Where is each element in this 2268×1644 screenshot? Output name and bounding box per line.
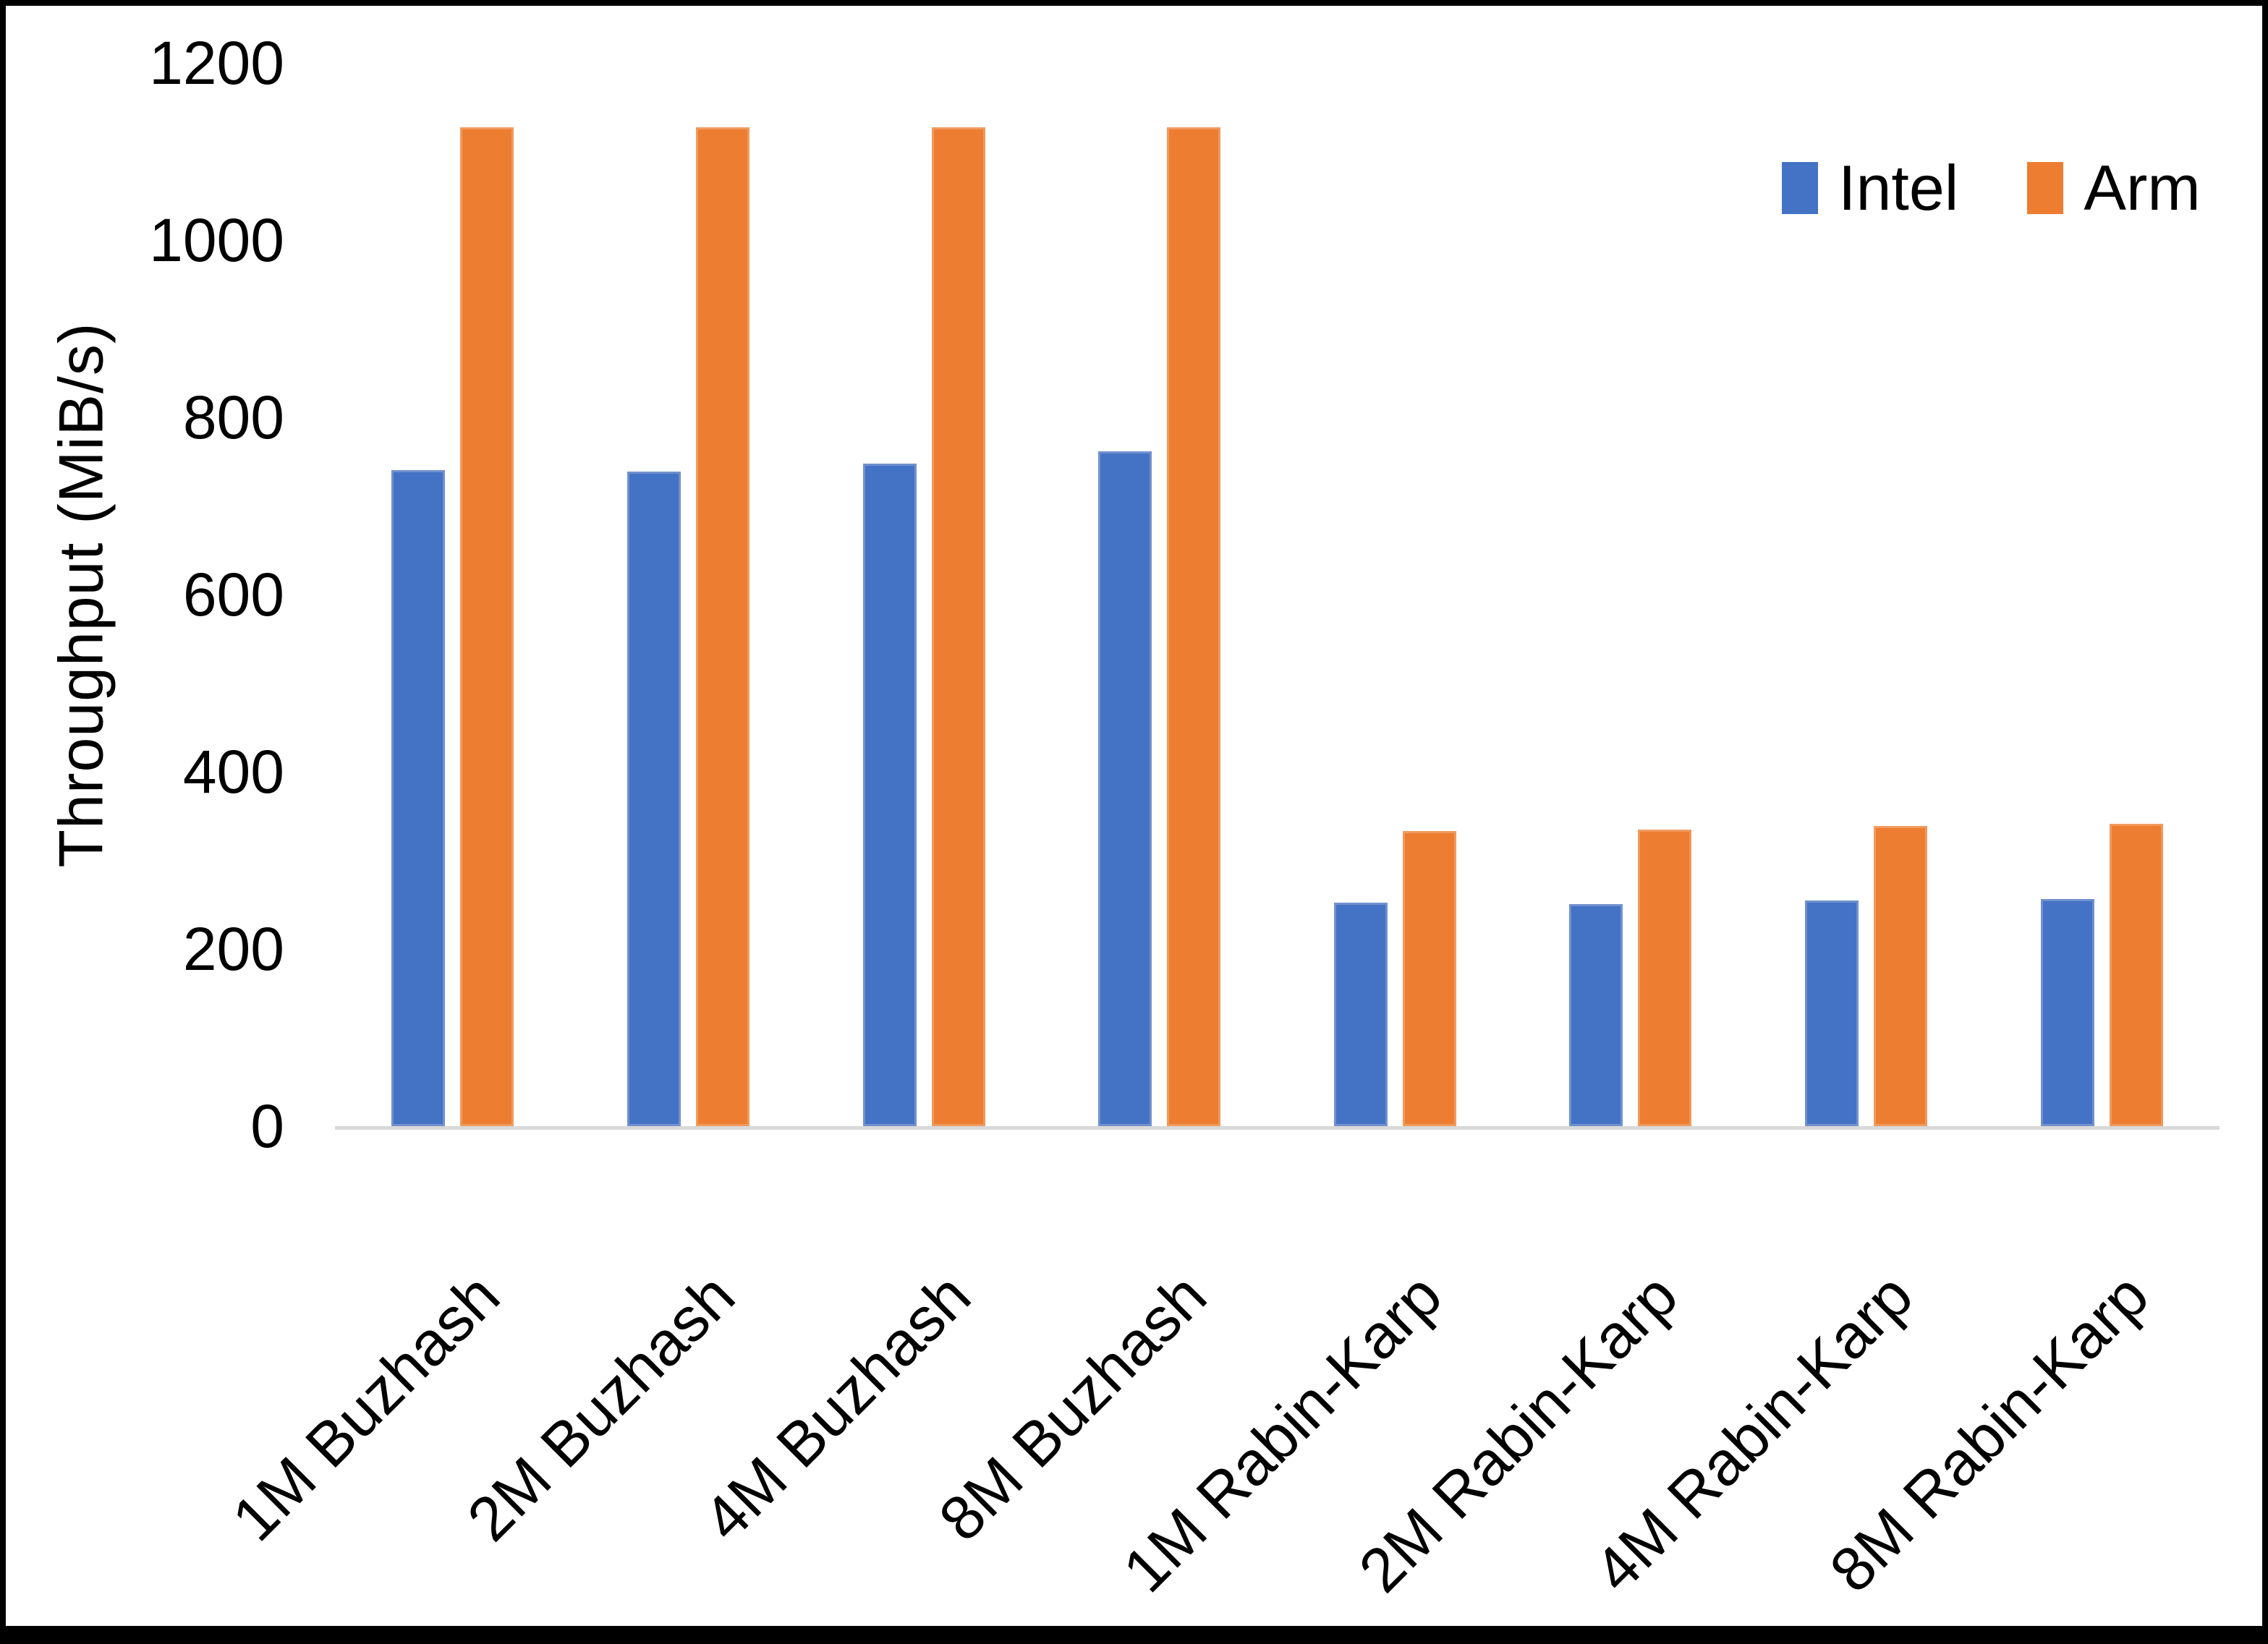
bar-arm-1m-rabin-karp: [1402, 831, 1456, 1126]
y-tick-label: 0: [250, 1092, 284, 1160]
bar-intel-1m-buzhash: [391, 470, 446, 1126]
x-axis-line: [335, 1126, 2220, 1130]
bar-arm-2m-buzhash: [695, 127, 749, 1126]
legend-item-arm: Arm: [2027, 152, 2201, 224]
bar-arm-8m-buzhash: [1167, 127, 1221, 1126]
bar-arm-8m-rabin-karp: [2109, 824, 2163, 1126]
y-tick-label: 800: [182, 383, 284, 451]
bar-intel-2m-buzhash: [627, 472, 681, 1126]
legend-label-intel: Intel: [1838, 152, 1959, 223]
bar-intel-2m-rabin-karp: [1569, 904, 1623, 1126]
legend: Intel Arm: [1782, 148, 2201, 228]
y-tick-label: 400: [182, 738, 284, 806]
bar-arm-1m-buzhash: [460, 127, 514, 1126]
bar-intel-4m-buzhash: [862, 464, 917, 1126]
bar-intel-1m-rabin-karp: [1333, 903, 1388, 1126]
bar-arm-2m-rabin-karp: [1638, 830, 1692, 1126]
plot-area: [335, 63, 2220, 1126]
bar-intel-4m-rabin-karp: [1805, 900, 1859, 1126]
bar-chart: Throughput (MiB/s) 0 200 400 600 800 1000 1200…: [6, 6, 2262, 1626]
y-tick-label: 1200: [149, 29, 284, 97]
legend-item-intel: Intel: [1782, 152, 1958, 224]
y-tick-label: 1000: [149, 206, 284, 274]
bar-arm-4m-rabin-karp: [1874, 826, 1928, 1126]
legend-marker-arm: [2027, 162, 2064, 214]
bar-intel-8m-buzhash: [1098, 451, 1152, 1126]
y-tick-label: 600: [182, 561, 284, 629]
legend-marker-intel: [1782, 162, 1818, 214]
bar-arm-4m-buzhash: [931, 127, 985, 1126]
y-tick-label: 200: [182, 915, 284, 983]
legend-label-arm: Arm: [2084, 152, 2201, 223]
bar-intel-8m-rabin-karp: [2040, 899, 2094, 1126]
